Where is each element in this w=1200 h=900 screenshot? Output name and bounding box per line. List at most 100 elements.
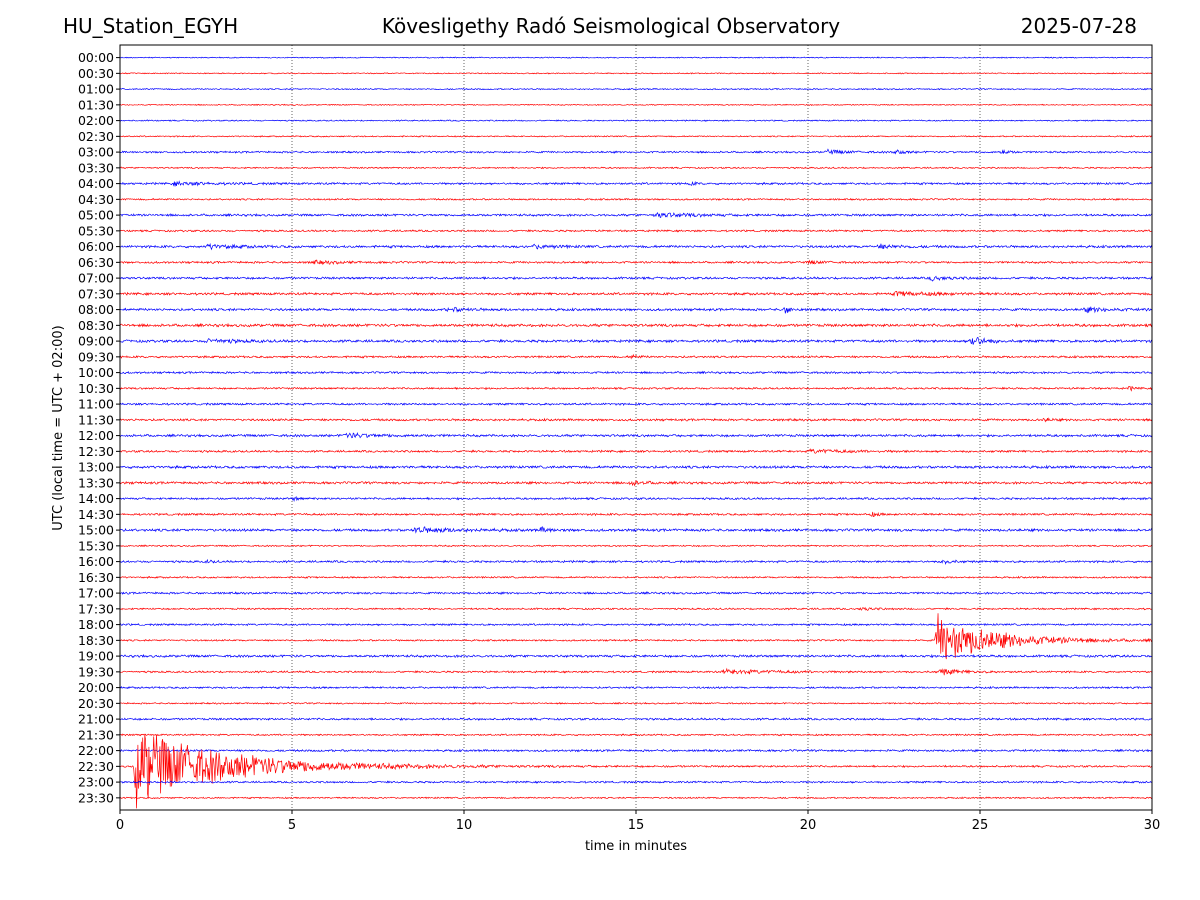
trace-2330: [119, 796, 1153, 800]
x-axis-label: time in minutes: [585, 839, 687, 854]
y-tick-label-15: 07:30: [78, 286, 114, 301]
trace-0330: [119, 166, 1153, 170]
trace-0500: [119, 212, 1153, 218]
y-tick-label-43: 21:30: [78, 727, 114, 742]
x-tick-label-2: 10: [456, 818, 473, 833]
trace-1330: [119, 480, 1153, 487]
y-tick-label-1: 00:30: [78, 66, 114, 81]
y-tick-label-18: 09:00: [78, 334, 114, 349]
y-tick-label-17: 08:30: [78, 318, 114, 333]
trace-0300: [119, 148, 1153, 155]
y-tick-label-45: 22:30: [78, 759, 114, 774]
trace-0030: [119, 72, 1153, 75]
trace-1900: [119, 653, 1153, 659]
y-tick-label-2: 01:00: [78, 82, 114, 97]
y-tick-label-10: 05:00: [78, 208, 114, 223]
chart-date: 2025-07-28: [1020, 14, 1137, 38]
y-tick-label-24: 12:00: [78, 428, 114, 443]
vertical-grid: [291, 45, 981, 810]
x-tick-label-4: 20: [800, 818, 817, 833]
trace-0430: [119, 197, 1153, 201]
trace-lines: [119, 56, 1153, 809]
y-tick-label-13: 06:30: [78, 255, 114, 270]
x-axis-ticks: 0 5 10 15 20 25 30: [116, 810, 1160, 833]
trace-1300: [119, 464, 1153, 470]
trace-0200: [119, 119, 1153, 122]
trace-1830: [119, 613, 1153, 660]
y-tick-label-7: 03:30: [78, 160, 114, 175]
trace-2130: [119, 733, 1153, 737]
trace-0100: [119, 87, 1153, 91]
y-tick-label-44: 22:00: [78, 743, 114, 758]
y-tick-label-30: 15:00: [78, 523, 114, 538]
trace-0130: [119, 103, 1153, 106]
y-tick-label-29: 14:30: [78, 507, 114, 522]
x-tick-label-1: 5: [288, 818, 296, 833]
y-tick-label-5: 02:30: [78, 129, 114, 144]
trace-2000: [119, 685, 1153, 690]
y-tick-label-36: 18:00: [78, 617, 114, 632]
trace-2030: [119, 701, 1153, 705]
trace-1130: [119, 417, 1153, 423]
x-tick-label-6: 30: [1144, 818, 1161, 833]
y-tick-label-20: 10:00: [78, 365, 114, 380]
trace-1230: [119, 448, 1153, 454]
y-tick-label-34: 17:00: [78, 586, 114, 601]
trace-0700: [119, 275, 1153, 282]
trace-1430: [119, 511, 1153, 517]
y-axis-ticks: 00:0000:3001:0001:3002:0002:3003:0003:30…: [78, 50, 120, 805]
y-tick-label-14: 07:00: [78, 271, 114, 286]
trace-1930: [119, 667, 1153, 676]
trace-0630: [119, 259, 1153, 266]
y-tick-label-35: 17:30: [78, 601, 114, 616]
trace-1600: [119, 558, 1153, 565]
y-tick-label-8: 04:00: [78, 176, 114, 191]
y-tick-label-31: 15:30: [78, 538, 114, 553]
trace-0530: [119, 229, 1153, 233]
y-tick-label-28: 14:00: [78, 491, 114, 506]
y-tick-label-16: 08:00: [78, 302, 114, 317]
y-tick-label-41: 20:30: [78, 696, 114, 711]
y-tick-label-38: 19:00: [78, 649, 114, 664]
y-tick-label-47: 23:30: [78, 790, 114, 805]
y-tick-label-11: 05:30: [78, 223, 114, 238]
y-tick-label-42: 21:00: [78, 712, 114, 727]
y-tick-label-19: 09:30: [78, 349, 114, 364]
trace-1730: [119, 606, 1153, 611]
trace-0600: [119, 242, 1153, 251]
x-tick-label-5: 25: [972, 818, 989, 833]
trace-0900: [119, 336, 1153, 345]
y-tick-label-21: 10:30: [78, 381, 114, 396]
trace-1500: [119, 526, 1153, 534]
trace-1100: [119, 402, 1153, 406]
y-tick-label-27: 13:30: [78, 475, 114, 490]
y-tick-label-46: 23:00: [78, 775, 114, 790]
trace-0930: [119, 353, 1153, 360]
chart-title: Kövesligethy Radó Seismological Observat…: [381, 14, 841, 38]
trace-2100: [119, 717, 1153, 722]
y-tick-label-26: 13:00: [78, 460, 114, 475]
trace-0830: [119, 322, 1153, 328]
trace-1200: [119, 431, 1153, 439]
trace-0230: [119, 135, 1153, 138]
trace-0800: [119, 306, 1153, 314]
y-tick-label-9: 04:30: [78, 192, 114, 207]
station-name: HU_Station_EGYH: [63, 14, 239, 38]
trace-2200: [119, 748, 1153, 753]
y-tick-label-25: 12:30: [78, 444, 114, 459]
trace-1530: [119, 544, 1153, 548]
y-tick-label-0: 00:00: [78, 50, 114, 65]
trace-0400: [119, 180, 1153, 187]
y-tick-label-4: 02:00: [78, 113, 114, 128]
trace-1630: [119, 575, 1153, 579]
y-tick-label-12: 06:00: [78, 239, 114, 254]
trace-2230: [119, 734, 1153, 809]
x-tick-label-3: 15: [628, 818, 645, 833]
x-tick-label-0: 0: [116, 818, 124, 833]
y-tick-label-23: 11:30: [78, 412, 114, 427]
trace-1030: [119, 385, 1153, 392]
trace-0730: [119, 290, 1153, 297]
y-tick-label-22: 11:00: [78, 397, 114, 412]
y-tick-label-37: 18:30: [78, 633, 114, 648]
